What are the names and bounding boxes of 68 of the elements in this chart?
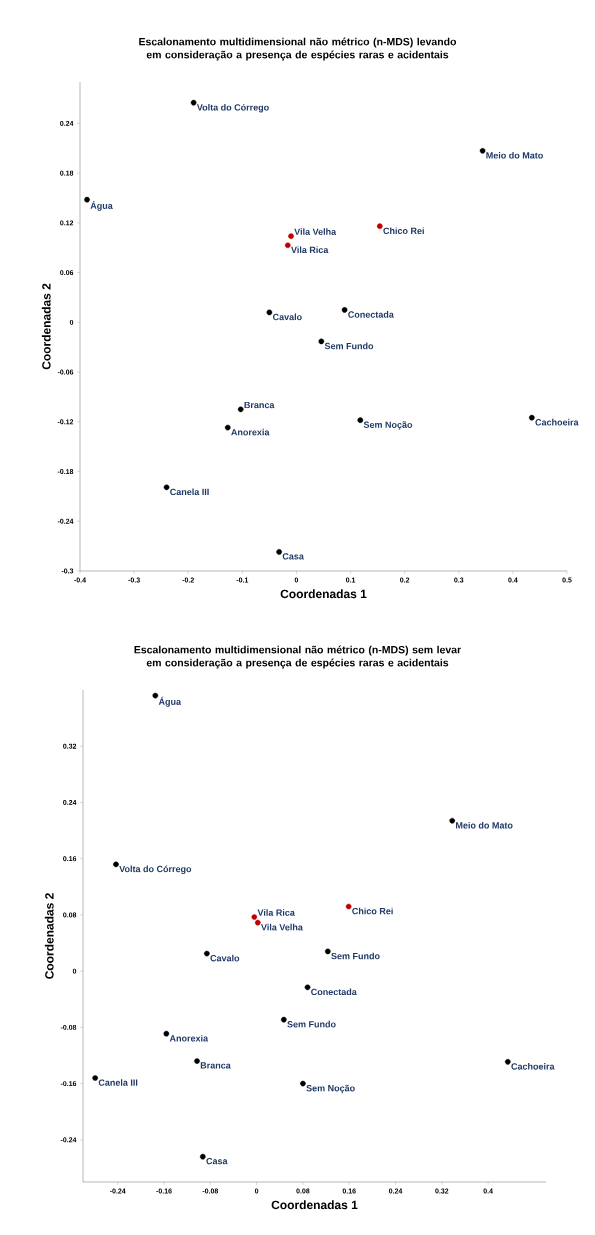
annotation: Anorexia	[169, 1034, 209, 1042]
annotation: Casa	[282, 553, 304, 560]
point	[341, 307, 348, 313]
annotation: Chico Rei	[383, 227, 424, 235]
annotation: Meio do Mato	[486, 151, 543, 159]
annotation: Canela III	[170, 488, 209, 496]
annotation: Vila Velha	[261, 923, 303, 931]
point	[237, 406, 244, 413]
chart-title: Escalonamento multidimensional não métrico (n-MDS) sem levar em consideração a presença de espécies raras e acidentais	[134, 645, 461, 669]
annotation: Sem Fundo	[324, 342, 374, 350]
annotation: Volta do Córrego	[119, 865, 192, 875]
annotation: Cavalo	[210, 954, 240, 962]
annotation: Volta do Córrego	[196, 103, 269, 113]
annotation: Cachoeira	[535, 418, 579, 426]
point	[281, 1016, 287, 1023]
point	[254, 919, 261, 926]
point	[300, 1080, 306, 1087]
annotation: Sem Noção	[363, 421, 413, 430]
point	[276, 549, 282, 555]
y-axis-title: Coordenadas 2	[41, 283, 51, 370]
point	[504, 1059, 511, 1065]
annotation: Vila Velha	[294, 228, 337, 235]
annotation: Anorexia	[231, 428, 270, 436]
annotation: Sem Noção	[306, 1084, 355, 1094]
annotation: Sem Fundo	[287, 1020, 336, 1028]
point	[200, 1153, 206, 1160]
point	[325, 948, 331, 955]
point	[152, 692, 159, 699]
annotation: Branca	[200, 1062, 231, 1069]
point	[318, 338, 325, 345]
annotation: Canela III	[98, 1079, 138, 1086]
annotation: Casa	[206, 1157, 228, 1165]
annotation: Vila Rica	[257, 909, 295, 916]
point	[92, 1075, 98, 1081]
point	[266, 309, 273, 316]
point	[163, 484, 170, 491]
point	[284, 242, 291, 249]
annotation: Meio do Mato	[456, 821, 513, 829]
annotation: Conectada	[311, 988, 357, 996]
point	[345, 903, 352, 910]
annotation: Cavalo	[272, 313, 302, 321]
annotation: Água	[158, 696, 182, 707]
x-axis-title: Coordenadas 1	[280, 589, 367, 599]
annotation: Vila Rica	[291, 246, 329, 254]
annotation: Sem Fundo	[331, 952, 380, 960]
point	[251, 914, 258, 920]
point	[529, 414, 535, 421]
point	[204, 950, 210, 957]
annotation: Branca	[244, 401, 275, 409]
x-axis-title: Coordenadas 1	[271, 1200, 358, 1210]
annotation: Conectada	[348, 311, 394, 318]
annotation: Chico Rei	[352, 907, 393, 915]
point	[449, 817, 456, 824]
point	[194, 1058, 200, 1064]
point	[163, 1030, 170, 1037]
point	[357, 417, 364, 423]
point	[190, 99, 197, 106]
point	[479, 147, 486, 154]
y-axis-title: Coordenadas 2	[44, 893, 54, 979]
chart-title: Escalonamento multidimensional não métrico (n-MDS) levando em consideração a presença de espécies raras e acidentais	[139, 37, 457, 61]
point	[84, 196, 90, 203]
point	[376, 223, 383, 229]
annotation: Água	[90, 200, 113, 211]
point	[113, 861, 119, 868]
point	[224, 424, 231, 431]
annotation: Cachoeira	[511, 1063, 555, 1070]
point	[304, 984, 311, 991]
point	[288, 233, 294, 239]
